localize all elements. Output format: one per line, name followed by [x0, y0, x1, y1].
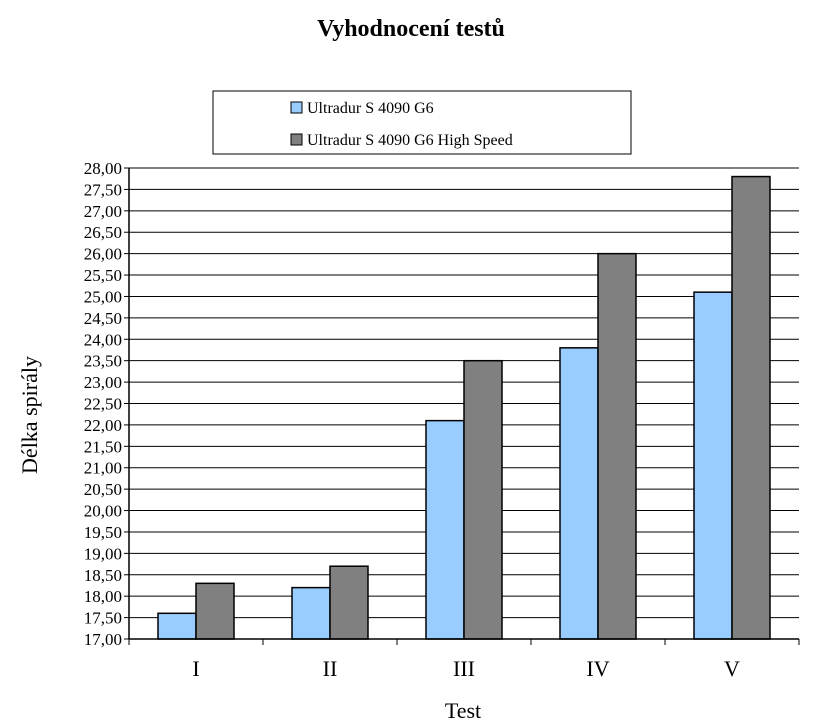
- y-axis-ticks: 17,00 17,50 18,00 18,50 19,00 19,50 20,00 20,50…: [84, 159, 129, 649]
- bar-II-series-1: [291, 586, 331, 640]
- y-tick-label: 27,50: [84, 180, 122, 199]
- legend-label-series-1: Ultradur S 4090 G6: [307, 100, 434, 117]
- y-tick-label: 22,50: [84, 395, 122, 414]
- x-tick-label: II: [323, 656, 338, 681]
- x-tick-label: V: [724, 656, 740, 681]
- legend-label-series-2: Ultradur S 4090 G6 High Speed: [307, 132, 513, 149]
- bar-III-series-2: [463, 359, 503, 640]
- x-tick-label: IV: [586, 656, 609, 681]
- x-axis-ticks: I II III IV V: [128, 639, 800, 681]
- y-tick-label: 24,00: [84, 330, 122, 349]
- chart-title: Vyhodnocení testů: [317, 16, 505, 42]
- y-tick-label: 17,00: [84, 630, 122, 649]
- y-tick-label: 19,50: [84, 523, 122, 542]
- y-tick-label: 20,50: [84, 480, 122, 499]
- bar-V-series-1: [693, 291, 733, 640]
- bar-II-series-2: [329, 565, 369, 640]
- y-tick-label: 24,50: [84, 309, 122, 328]
- y-tick-label: 27,00: [84, 202, 122, 221]
- legend-swatch-series-1: [290, 101, 303, 114]
- legend: Ultradur S 4090 G6 Ultradur S 4090 G6 Hi…: [212, 90, 632, 155]
- bar-IV-series-1: [559, 347, 599, 640]
- y-tick-label: 18,00: [84, 587, 122, 606]
- bar-I-series-2: [195, 582, 235, 640]
- legend-box: [212, 90, 632, 155]
- x-axis-title: Test: [445, 698, 481, 723]
- x-tick-label: III: [453, 656, 475, 681]
- y-tick-label: 18,50: [84, 566, 122, 585]
- y-tick-label: 21,50: [84, 437, 122, 456]
- bar-III-series-1: [425, 419, 465, 640]
- y-tick-label: 23,00: [84, 373, 122, 392]
- y-tick-label: 22,00: [84, 416, 122, 435]
- bar-I-series-1: [157, 612, 197, 640]
- y-tick-label: 26,00: [84, 245, 122, 264]
- y-tick-label: 17,50: [84, 609, 122, 628]
- y-tick-label: 23,50: [84, 352, 122, 371]
- bar-IV-series-2: [597, 252, 637, 640]
- axes: [128, 168, 799, 640]
- y-axis-title: Délka spirály: [17, 356, 42, 474]
- y-tick-label: 28,00: [84, 159, 122, 178]
- bar-V-series-2: [731, 175, 771, 640]
- y-tick-label: 26,50: [84, 223, 122, 242]
- y-tick-label: 21,00: [84, 459, 122, 478]
- y-tick-label: 19,00: [84, 544, 122, 563]
- bars: [157, 175, 771, 640]
- y-tick-label: 25,00: [84, 287, 122, 306]
- x-tick-label: I: [192, 656, 199, 681]
- legend-swatch-series-2: [290, 133, 303, 146]
- y-tick-label: 20,00: [84, 502, 122, 521]
- y-tick-label: 25,50: [84, 266, 122, 285]
